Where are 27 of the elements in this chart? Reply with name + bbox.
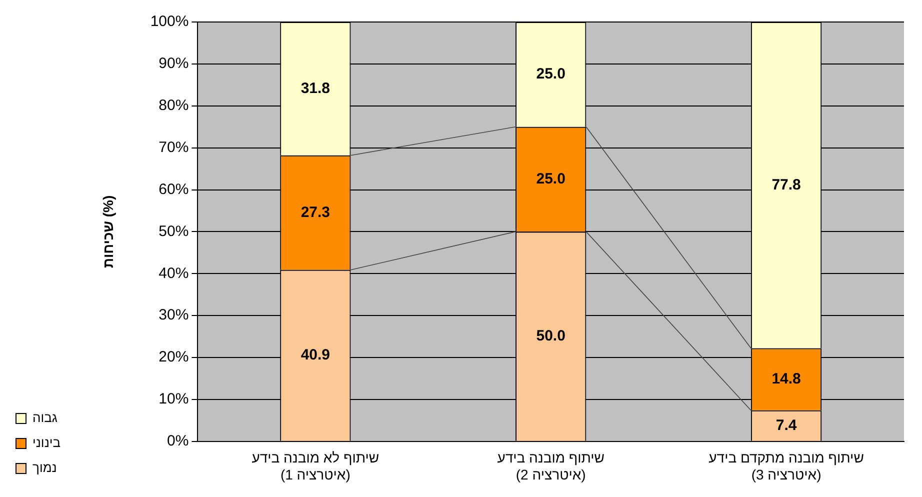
x-tick-label: שיתוף מובנה בידע (איטרציה 2) [497, 450, 604, 482]
legend-label: בינוני [32, 435, 61, 450]
data-label: 7.4 [776, 416, 798, 434]
data-label: 25.0 [536, 170, 566, 188]
y-tick-label: 80% [158, 97, 189, 114]
data-label: 27.3 [300, 204, 330, 221]
y-tick-label: 70% [158, 138, 189, 156]
legend-label: גבוה [32, 410, 58, 426]
x-tick-label: שיתוף לא מובנה בידע (איטרציה 1) [252, 450, 380, 482]
y-tick-label: 50% [158, 222, 189, 240]
y-tick-label: 90% [158, 55, 189, 72]
data-label: 25.0 [536, 66, 566, 83]
y-tick-label: 100% [150, 13, 189, 30]
x-tick-label: שיתוף מובנה מתקדם בידע (איטרציה 3) [708, 450, 864, 482]
y-tick-label: 60% [158, 180, 189, 198]
legend-label: נמוך [32, 460, 57, 476]
y-tick-label: 10% [158, 390, 189, 408]
y-tick-label: 30% [158, 306, 189, 324]
data-label: 50.0 [536, 327, 566, 344]
y-axis-title: שכיחות (%) [100, 195, 116, 268]
data-label: 31.8 [300, 80, 330, 97]
data-label: 77.8 [772, 176, 801, 194]
data-label: 40.9 [300, 346, 330, 364]
y-tick-label: 40% [158, 264, 189, 282]
data-label: 14.8 [772, 370, 801, 388]
y-tick-label: 0% [167, 432, 189, 450]
y-tick-label: 20% [158, 348, 189, 366]
